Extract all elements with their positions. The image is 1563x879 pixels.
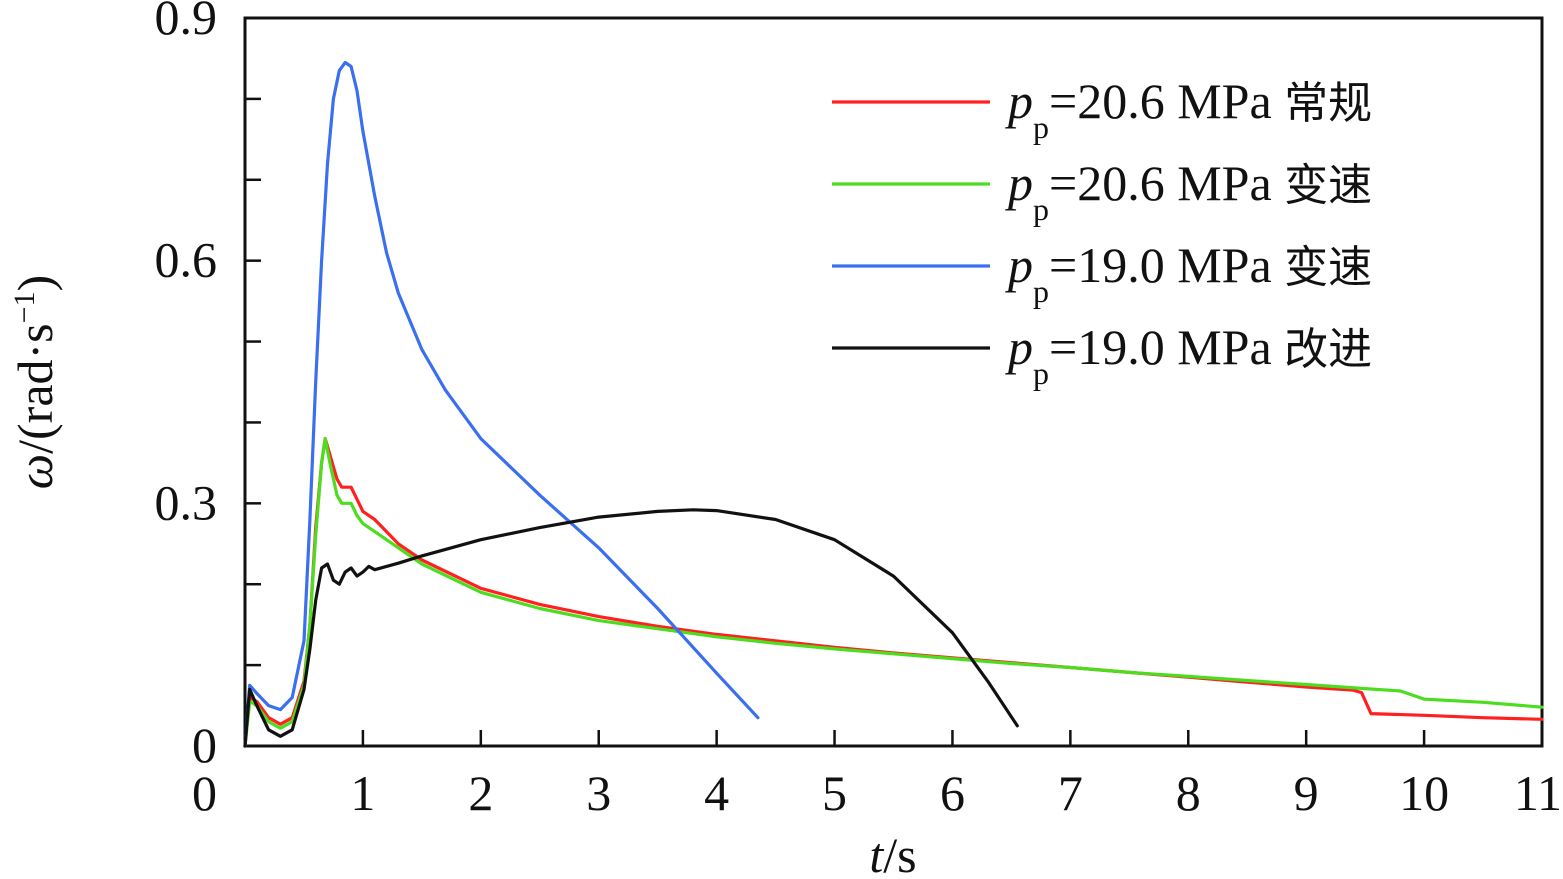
legend-entry: pp=20.6 MPa 变速	[1005, 155, 1372, 227]
y-axis-ticks: 0 0.3 0.6 0.9	[155, 0, 261, 773]
legend: pp=20.6 MPa 常规 pp=20.6 MPa 变速 pp=19.0 MPa …	[832, 73, 1372, 391]
x-tick-label: 8	[1176, 765, 1201, 821]
series-line-4	[243, 508, 1019, 748]
x-tick-label: 3	[586, 765, 611, 821]
x-tick-label: 7	[1058, 765, 1083, 821]
x-tick-label: 2	[468, 765, 493, 821]
plot-frame	[243, 16, 1544, 748]
y-tick-label: 0.6	[155, 232, 218, 288]
legend-entry: pp=20.6 MPa 常规	[1005, 73, 1372, 145]
x-axis-label: t/s	[869, 827, 916, 879]
series-line-3	[243, 60, 760, 748]
x-tick-label: 0	[192, 765, 217, 821]
x-tick-label: 6	[940, 765, 965, 821]
series-line-1	[243, 437, 1544, 748]
x-tick-label: 1	[350, 765, 375, 821]
y-tick-label: 0.9	[155, 0, 218, 45]
y-tick-label: 0.3	[155, 474, 218, 530]
series-line-2	[243, 437, 1544, 748]
x-tick-label: 9	[1294, 765, 1319, 821]
x-tick-label: 4	[704, 765, 729, 821]
y-tick-label: 0	[192, 717, 217, 773]
x-tick-label: 11	[1514, 765, 1562, 821]
x-axis-ticks: 0 1 2 3 4 5 6 7 8 9 10 11	[192, 730, 1562, 821]
x-tick-label: 5	[822, 765, 847, 821]
legend-entry: pp=19.0 MPa 变速	[1005, 237, 1372, 309]
y-axis-label: ω/(rad·s−1)	[7, 275, 63, 489]
x-tick-label: 10	[1399, 765, 1449, 821]
legend-entry: pp=19.0 MPa 改进	[1005, 319, 1372, 391]
series-layer	[243, 60, 1544, 748]
